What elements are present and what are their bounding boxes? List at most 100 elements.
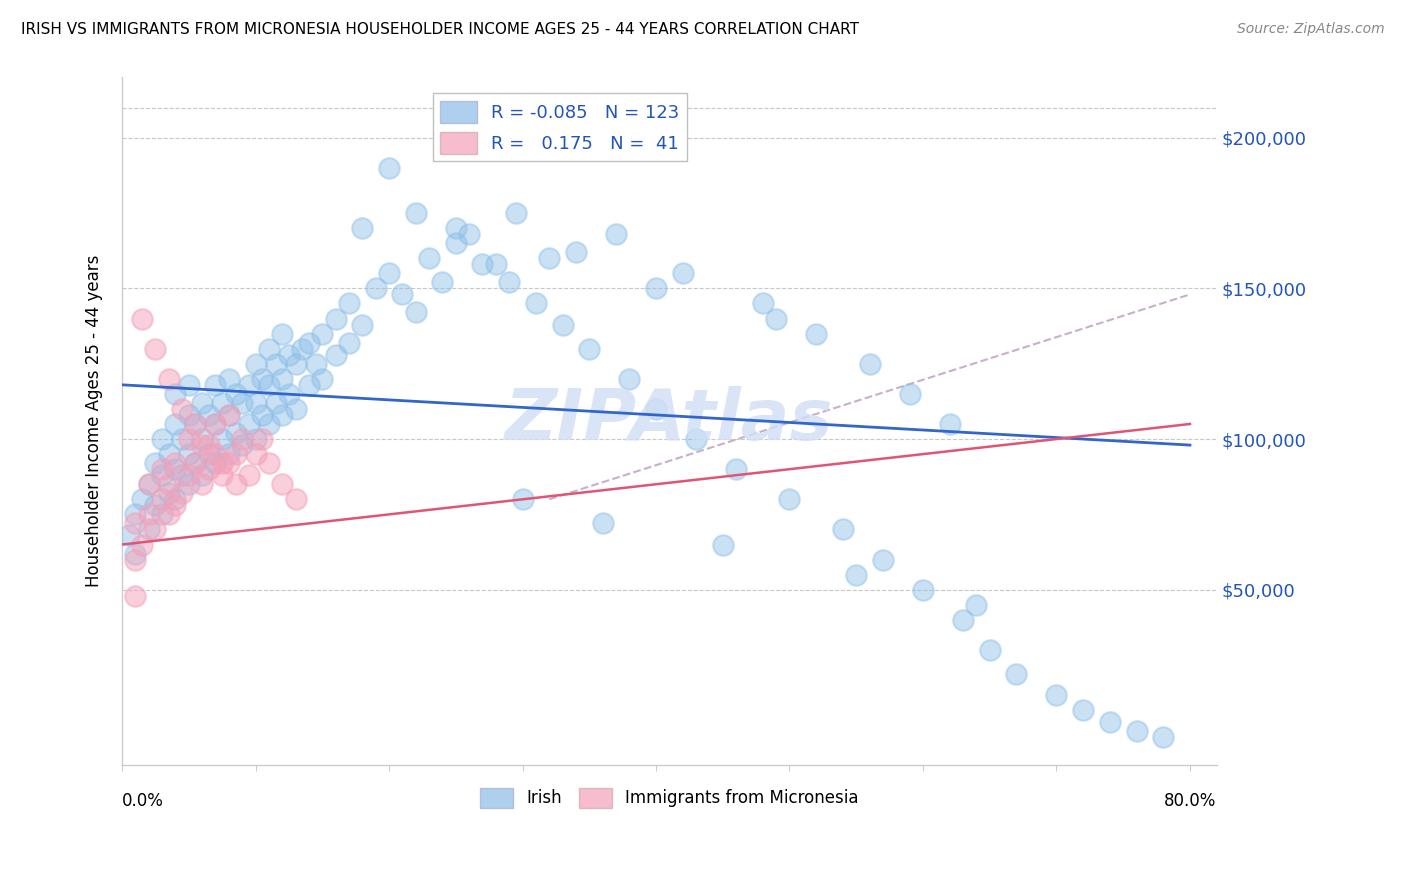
Point	[157, 447, 180, 461]
Point	[965, 598, 987, 612]
Point	[645, 401, 668, 416]
Point	[711, 537, 734, 551]
Point	[325, 311, 347, 326]
Point	[150, 432, 173, 446]
Point	[177, 468, 200, 483]
Point	[165, 499, 187, 513]
Point	[204, 456, 226, 470]
Point	[225, 477, 247, 491]
Point	[157, 486, 180, 500]
Point	[298, 335, 321, 350]
Point	[231, 432, 253, 446]
Point	[177, 477, 200, 491]
Point	[444, 236, 467, 251]
Point	[138, 508, 160, 522]
Point	[145, 342, 167, 356]
Point	[218, 408, 240, 422]
Legend: Irish, Immigrants from Micronesia: Irish, Immigrants from Micronesia	[474, 780, 866, 814]
Point	[211, 468, 233, 483]
Point	[177, 432, 200, 446]
Point	[592, 516, 614, 531]
Point	[157, 508, 180, 522]
Point	[245, 447, 267, 461]
Point	[765, 311, 787, 326]
Point	[204, 417, 226, 431]
Point	[471, 257, 494, 271]
Point	[118, 528, 141, 542]
Point	[250, 432, 273, 446]
Point	[578, 342, 600, 356]
Point	[1005, 667, 1028, 681]
Point	[191, 438, 214, 452]
Point	[204, 447, 226, 461]
Point	[165, 387, 187, 401]
Point	[184, 417, 207, 431]
Point	[752, 296, 775, 310]
Point	[165, 492, 187, 507]
Point	[645, 281, 668, 295]
Point	[672, 266, 695, 280]
Point	[779, 492, 801, 507]
Point	[150, 462, 173, 476]
Point	[150, 508, 173, 522]
Point	[619, 372, 641, 386]
Point	[172, 401, 194, 416]
Point	[304, 357, 326, 371]
Point	[264, 396, 287, 410]
Point	[145, 499, 167, 513]
Point	[238, 377, 260, 392]
Point	[257, 456, 280, 470]
Point	[485, 257, 508, 271]
Point	[257, 377, 280, 392]
Point	[225, 425, 247, 440]
Point	[131, 311, 153, 326]
Point	[1071, 703, 1094, 717]
Point	[172, 432, 194, 446]
Point	[257, 342, 280, 356]
Point	[337, 335, 360, 350]
Point	[138, 477, 160, 491]
Point	[806, 326, 828, 341]
Point	[938, 417, 960, 431]
Point	[505, 206, 527, 220]
Point	[172, 486, 194, 500]
Point	[858, 357, 880, 371]
Point	[198, 438, 221, 452]
Point	[238, 468, 260, 483]
Point	[157, 477, 180, 491]
Point	[551, 318, 574, 332]
Point	[184, 456, 207, 470]
Point	[191, 477, 214, 491]
Point	[138, 523, 160, 537]
Point	[124, 547, 146, 561]
Point	[725, 462, 748, 476]
Point	[364, 281, 387, 295]
Point	[498, 276, 520, 290]
Point	[145, 456, 167, 470]
Point	[432, 276, 454, 290]
Point	[145, 523, 167, 537]
Point	[405, 206, 427, 220]
Point	[898, 387, 921, 401]
Point	[191, 468, 214, 483]
Point	[444, 221, 467, 235]
Point	[225, 387, 247, 401]
Text: Source: ZipAtlas.com: Source: ZipAtlas.com	[1237, 22, 1385, 37]
Point	[271, 408, 294, 422]
Point	[352, 221, 374, 235]
Point	[391, 287, 413, 301]
Point	[198, 462, 221, 476]
Point	[191, 432, 214, 446]
Point	[952, 613, 974, 627]
Point	[124, 589, 146, 603]
Point	[565, 245, 588, 260]
Point	[124, 552, 146, 566]
Point	[845, 567, 868, 582]
Point	[378, 266, 401, 280]
Point	[685, 432, 707, 446]
Point	[184, 456, 207, 470]
Point	[291, 342, 314, 356]
Point	[238, 417, 260, 431]
Point	[165, 417, 187, 431]
Point	[157, 372, 180, 386]
